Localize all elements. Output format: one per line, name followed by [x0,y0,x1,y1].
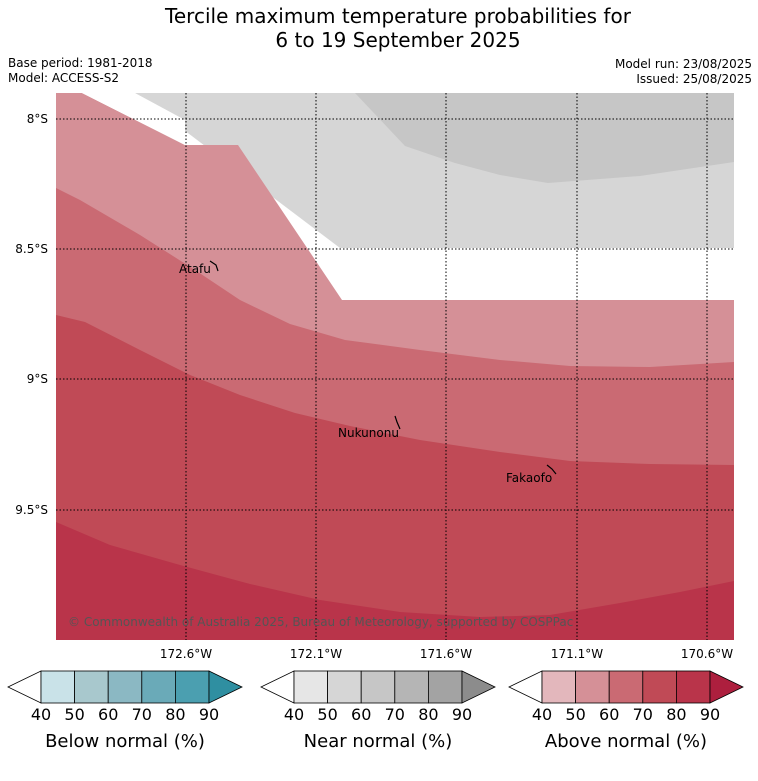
colorbar-tick-label: 40 [284,705,304,724]
lon-label-171-6: 171.6°W [420,647,472,661]
colorbar-segment [141,670,176,704]
gridlines [56,93,734,640]
colorbar-tick-label: 60 [599,705,619,724]
model-run: Model run: 23/08/2025 [614,57,752,71]
place-nukunonu: Nukunonu [338,426,399,440]
colorbar-segment [293,670,328,704]
colorbar-tick-label: 40 [31,705,51,724]
lon-label-172-6: 172.6°W [160,647,212,661]
colorbar-tick-label: 80 [165,705,185,724]
base-period: Base period: 1981-2018 [8,56,153,70]
colorbar-max-arrow [208,670,243,704]
colorbar-tick-label: 70 [633,705,653,724]
colorbar-min-arrow [7,670,42,704]
title-line-1: Tercile maximum temperature probabilitie… [165,4,631,28]
colorbar-tick-label: 60 [98,705,118,724]
colorbar-segment [575,670,610,704]
lat-label-8: 8°S [27,112,48,126]
colorbar-segment [676,670,711,704]
colorbar-segment [394,670,429,704]
colorbar-below-normal: 40 50 60 70 80 90 Below normal (%) [7,670,243,752]
colorbar-tick-label: 80 [666,705,686,724]
colorbar-tick-label: 70 [132,705,152,724]
copyright-notice: © Commonwealth of Australia 2025, Bureau… [68,615,573,629]
atoll-outlines [209,260,557,475]
colorbar-max-arrow [461,670,496,704]
colorbar-segment [427,670,463,704]
colorbar-title: Near normal (%) [304,731,453,752]
colorbar-tick-label: 90 [700,705,720,724]
colorbar-tick-label: 80 [418,705,438,724]
colorbar-title: Below normal (%) [45,731,205,752]
colorbar-tick-label: 90 [452,705,472,724]
colorbar-segment [174,670,210,704]
place-atafu: Atafu [179,262,211,276]
colorbar-near-normal: 40 50 60 70 80 90 Near normal (%) [260,670,496,752]
colorbar-tick-label: 50 [565,705,585,724]
meta-right: Model run: 23/08/2025 Issued: 25/08/2025 [615,57,752,87]
colorbar-tick-label: 50 [64,705,84,724]
colorbar-max-arrow [709,670,744,704]
colorbar-segment [107,670,143,704]
colorbar-segment [541,670,576,704]
colorbar-tick-label: 40 [532,705,552,724]
colorbar-tick-label: 70 [385,705,405,724]
colorbar-segment [360,670,396,704]
lon-label-172-1: 172.1°W [290,647,342,661]
region-above-normal-80 [56,522,734,640]
colorbar-segment [74,670,109,704]
probability-map [56,93,734,640]
model-name: Model: ACCESS-S2 [8,71,120,85]
meta-left: Base period: 1981-2018 Model: ACCESS-S2 [8,56,153,86]
fakaofo-atoll-icon [546,464,557,475]
colorbar-tick-label: 90 [199,705,219,724]
region-above-normal-70 [56,315,734,640]
issued-date: Issued: 25/08/2025 [636,72,752,86]
lat-label-9: 9°S [27,372,48,386]
lon-label-170-6: 170.6°W [681,647,733,661]
colorbar-title: Above normal (%) [545,731,707,752]
colorbar-min-arrow [260,670,295,704]
colorbar-tick-label: 60 [351,705,371,724]
colorbar-above-normal: 40 50 60 70 80 90 Above normal (%) [508,670,744,752]
lat-label-8-5: 8.5°S [15,242,48,256]
region-near-normal-60 [355,93,734,183]
colorbar-segment [40,670,75,704]
colorbar-tick-label: 50 [317,705,337,724]
title-line-2: 6 to 19 September 2025 [275,28,521,52]
colorbar-segment [642,670,677,704]
place-fakaofo: Fakaofo [506,471,552,485]
chart-title: Tercile maximum temperature probabilitie… [0,4,758,52]
colorbar-group: 40 50 60 70 80 90 Below normal (%) 40 50 60 70 80 90… [7,670,744,752]
region-above-normal-50-step [185,145,238,197]
lat-label-9-5: 9.5°S [15,503,48,517]
colorbar-segment [608,670,644,704]
atafu-atoll-icon [209,260,219,272]
colorbar-segment [327,670,362,704]
lon-label-171-1: 171.1°W [551,647,603,661]
nukunonu-atoll-icon [394,415,401,430]
colorbar-min-arrow [508,670,543,704]
